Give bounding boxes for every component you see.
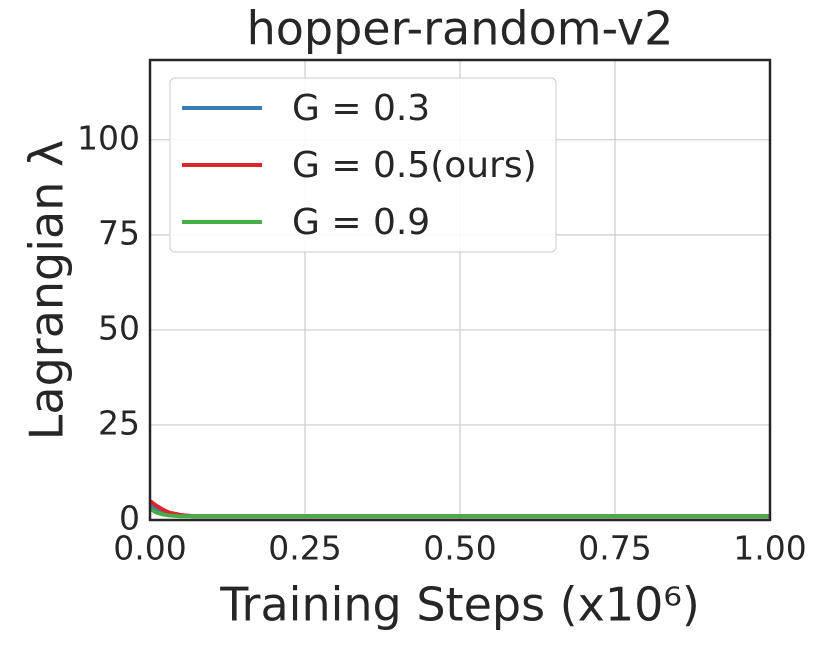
y-tick-label: 100 bbox=[77, 118, 140, 157]
y-axis-label: Lagrangian λ bbox=[20, 140, 74, 440]
y-tick-label: 50 bbox=[98, 308, 140, 347]
series-line bbox=[148, 506, 770, 519]
plot-frame bbox=[148, 58, 772, 522]
legend-label: G = 0.9 bbox=[292, 202, 430, 243]
y-tick-label: 0 bbox=[119, 499, 140, 538]
legend-label: G = 0.5(ours) bbox=[292, 145, 537, 186]
legend: G = 0.3 G = 0.5(ours) G = 0.9 bbox=[169, 77, 557, 253]
x-tick-label: 0.75 bbox=[578, 529, 651, 568]
legend-label: G = 0.3 bbox=[292, 88, 430, 129]
y-tick-label: 25 bbox=[98, 403, 140, 442]
x-tick-label: 1.00 bbox=[733, 529, 806, 568]
x-tick-label: 0.00 bbox=[113, 529, 186, 568]
x-tick-label: 0.25 bbox=[268, 529, 341, 568]
chart-title: hopper-random-v2 bbox=[247, 2, 674, 56]
legend-box bbox=[169, 77, 557, 253]
x-axis-label: Training Steps (x10⁶) bbox=[219, 578, 700, 632]
x-tick-label: 0.50 bbox=[423, 529, 496, 568]
y-tick-label: 75 bbox=[98, 213, 140, 252]
